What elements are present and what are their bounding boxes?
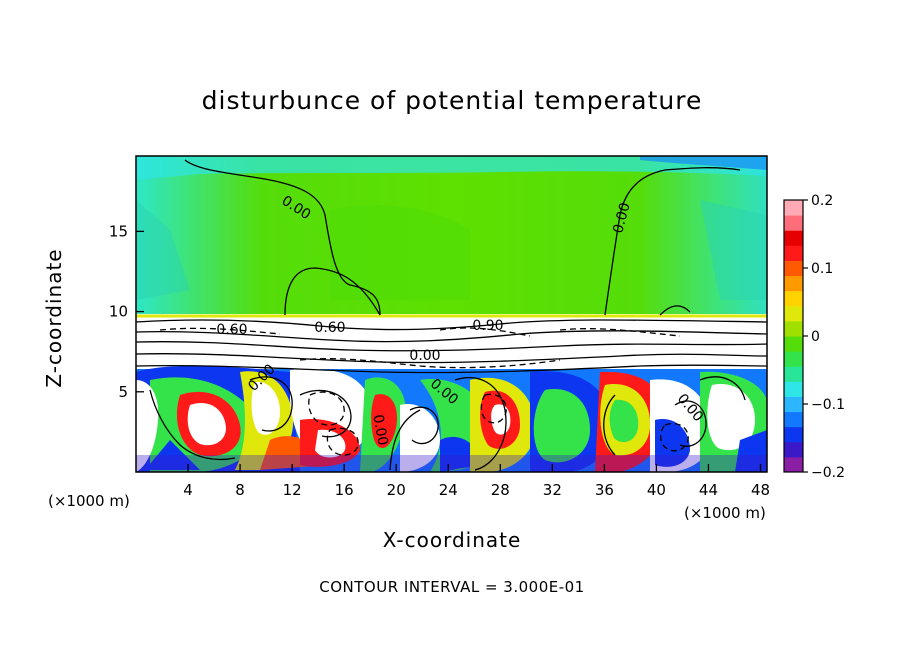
x-tick-label: 12: [283, 481, 302, 499]
colorbar-swatch: [784, 366, 803, 382]
x-tick-label: 4: [183, 481, 193, 499]
colorbar-swatch: [784, 351, 803, 367]
x-tick-label: 44: [699, 481, 718, 499]
colorbar-swatch: [784, 456, 803, 473]
colorbar-swatch: [784, 441, 803, 458]
chart-title: disturbunce of potential temperature: [201, 86, 703, 115]
contour-label: 0.60: [314, 320, 345, 336]
x-tick-label: 40: [647, 481, 666, 499]
x-tick-label: 48: [751, 481, 770, 499]
contour-lines-dashed: [159, 327, 689, 456]
colorbar-swatch: [784, 245, 803, 261]
colorbar-tick-label: 0.2: [811, 193, 833, 209]
x-tick-label: 16: [335, 481, 354, 499]
colorbar-swatch: [784, 336, 803, 352]
x-tick-label: 32: [543, 481, 562, 499]
x-unit-label-left: (×1000 m): [48, 492, 130, 510]
x-tick-label: 8: [235, 481, 245, 499]
colorbar-tick-label: −0.1: [811, 397, 845, 413]
y-tick-label: 15: [109, 222, 128, 240]
colorbar-swatch: [784, 200, 803, 216]
colorbar-swatch: [784, 260, 803, 277]
y-tick-label: 5: [118, 383, 128, 401]
colorbar-swatch: [784, 230, 803, 246]
y-axis: 5 10 15: [109, 222, 144, 401]
colorbar-swatch: [784, 381, 803, 397]
plot-frame: [135, 155, 768, 473]
colorbar-swatch: [784, 426, 803, 443]
contour-label: 0.00: [610, 201, 634, 235]
colorbar-swatch: [784, 305, 803, 322]
x-axis: 4 8 12 16 20 24 28 32 36 40 44 48: [183, 464, 770, 499]
colorbar-swatch: [784, 411, 803, 428]
colorbar: 0.2 0.1 0 −0.1 −0.2: [783, 193, 845, 481]
x-axis-label: X-coordinate: [382, 528, 522, 552]
x-unit-label-right: (×1000 m): [684, 504, 766, 522]
x-tick-label: 28: [491, 481, 510, 499]
colorbar-tick-label: 0: [811, 329, 820, 345]
contour-label: 0.00: [369, 413, 390, 446]
contour-label: 0.00: [409, 348, 440, 364]
colorbar-tick-label: −0.2: [811, 465, 845, 481]
colorbar-swatch: [784, 320, 803, 337]
contour-label: 0.90: [472, 318, 503, 334]
colorbar-swatch: [784, 290, 803, 307]
x-tick-label: 36: [595, 481, 614, 499]
colorbar-tick-label: 0.1: [811, 261, 833, 277]
colorbar-swatch: [784, 215, 803, 231]
heatmap-field: [136, 156, 767, 472]
x-tick-label: 24: [439, 481, 458, 499]
colorbar-swatch: [784, 275, 803, 292]
x-tick-label: 20: [387, 481, 406, 499]
contour-lines: [136, 159, 767, 471]
contour-interval: CONTOUR INTERVAL = 3.000E-01: [319, 578, 585, 596]
contour-label: 0.60: [216, 322, 247, 338]
y-axis-label: Z-coordinate: [42, 248, 66, 388]
colorbar-swatch: [784, 396, 803, 413]
y-tick-label: 10: [109, 303, 128, 321]
